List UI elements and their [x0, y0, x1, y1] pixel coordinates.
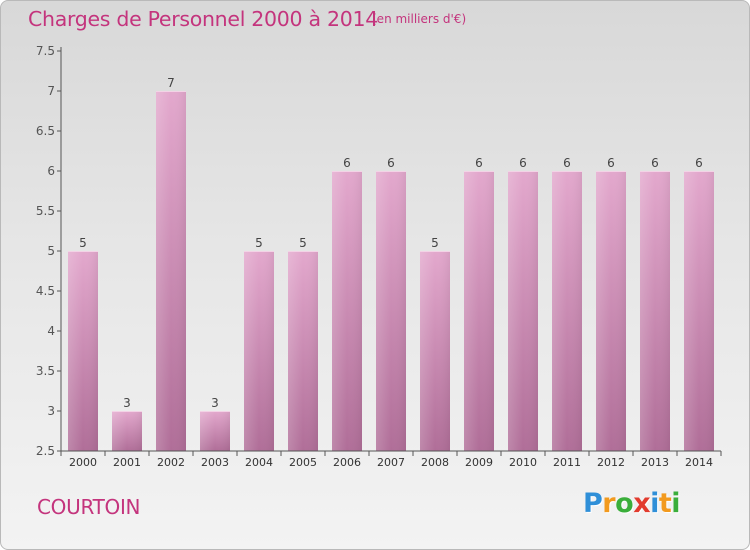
logo-letter: i — [671, 488, 681, 519]
x-tick-label: 2003 — [201, 456, 229, 469]
logo-letter: i — [650, 488, 659, 519]
bar-value-label: 6 — [343, 156, 351, 170]
bar-shine — [508, 171, 538, 451]
bar-shine — [200, 411, 230, 451]
bar-value-label: 5 — [79, 236, 87, 250]
bar-value-label: 6 — [607, 156, 615, 170]
bar-shine — [464, 171, 494, 451]
bar-shine — [420, 251, 450, 451]
x-tick-label: 2007 — [377, 456, 405, 469]
bar-shine — [552, 171, 582, 451]
y-tick-label: 7 — [47, 84, 55, 98]
chart-title: Charges de Personnel 2000 à 2014 — [28, 7, 378, 31]
bar-shine — [288, 251, 318, 451]
bars: 5 3 7 3 5 5 6 6 5 6 6 6 6 6 6 — [68, 76, 714, 451]
y-tick-label: 5.5 — [36, 204, 55, 218]
x-axis: 2000 2001 2002 2003 2004 2005 2006 2007 2008 2009… — [60, 450, 722, 469]
chart-subtitle: (en milliers d'€) — [372, 12, 467, 26]
bar-shine — [640, 171, 670, 451]
x-tick-label: 2005 — [289, 456, 317, 469]
bar-shine — [68, 251, 98, 451]
bar-shine — [156, 91, 186, 451]
y-tick-label: 2.5 — [36, 444, 55, 458]
bar-value-label: 5 — [255, 236, 263, 250]
bar-value-label: 6 — [695, 156, 703, 170]
y-axis: 2.5 3 3.5 4 4.5 5 5.5 6 6.5 7 7.5 — [36, 44, 62, 458]
proxiti-logo[interactable]: Proxiti — [583, 488, 681, 519]
y-tick-label: 6.5 — [36, 124, 55, 138]
bar-shine — [596, 171, 626, 451]
bar-value-label: 7 — [167, 76, 175, 90]
bar-shine — [684, 171, 714, 451]
logo-letter: P — [583, 488, 603, 519]
bar-value-label: 3 — [211, 396, 219, 410]
y-tick-label: 3.5 — [36, 364, 55, 378]
bar-value-label: 6 — [651, 156, 659, 170]
bar-shine — [332, 171, 362, 451]
x-tick-label: 2011 — [553, 456, 581, 469]
y-tick-label: 3 — [47, 404, 55, 418]
x-tick-label: 2012 — [597, 456, 625, 469]
bar-value-label: 6 — [475, 156, 483, 170]
x-tick-label: 2008 — [421, 456, 449, 469]
y-tick-label: 7.5 — [36, 44, 55, 58]
bar-value-label: 6 — [387, 156, 395, 170]
x-tick-label: 2001 — [113, 456, 141, 469]
x-tick-label: 2013 — [641, 456, 669, 469]
logo-letter: r — [602, 488, 616, 519]
commune-name: COURTOIN — [37, 495, 141, 519]
logo-letter: t — [658, 488, 672, 519]
bar-shine — [112, 411, 142, 451]
bar-value-label: 5 — [431, 236, 439, 250]
bar-value-label: 5 — [299, 236, 307, 250]
x-tick-label: 2002 — [157, 456, 185, 469]
x-tick-label: 2010 — [509, 456, 537, 469]
x-tick-label: 2000 — [69, 456, 97, 469]
logo-letter: o — [615, 488, 634, 519]
x-tick-label: 2004 — [245, 456, 273, 469]
bar-value-label: 6 — [563, 156, 571, 170]
bar-value-label: 3 — [123, 396, 131, 410]
x-tick-label: 2014 — [685, 456, 713, 469]
y-tick-label: 6 — [47, 164, 55, 178]
bar-value-label: 6 — [519, 156, 527, 170]
bar-shine — [376, 171, 406, 451]
x-tick-label: 2009 — [465, 456, 493, 469]
y-tick-label: 4 — [47, 324, 55, 338]
y-tick-label: 5 — [47, 244, 55, 258]
logo-letter: x — [633, 488, 651, 519]
bar-shine — [244, 251, 274, 451]
x-tick-label: 2006 — [333, 456, 361, 469]
y-tick-label: 4.5 — [36, 284, 55, 298]
